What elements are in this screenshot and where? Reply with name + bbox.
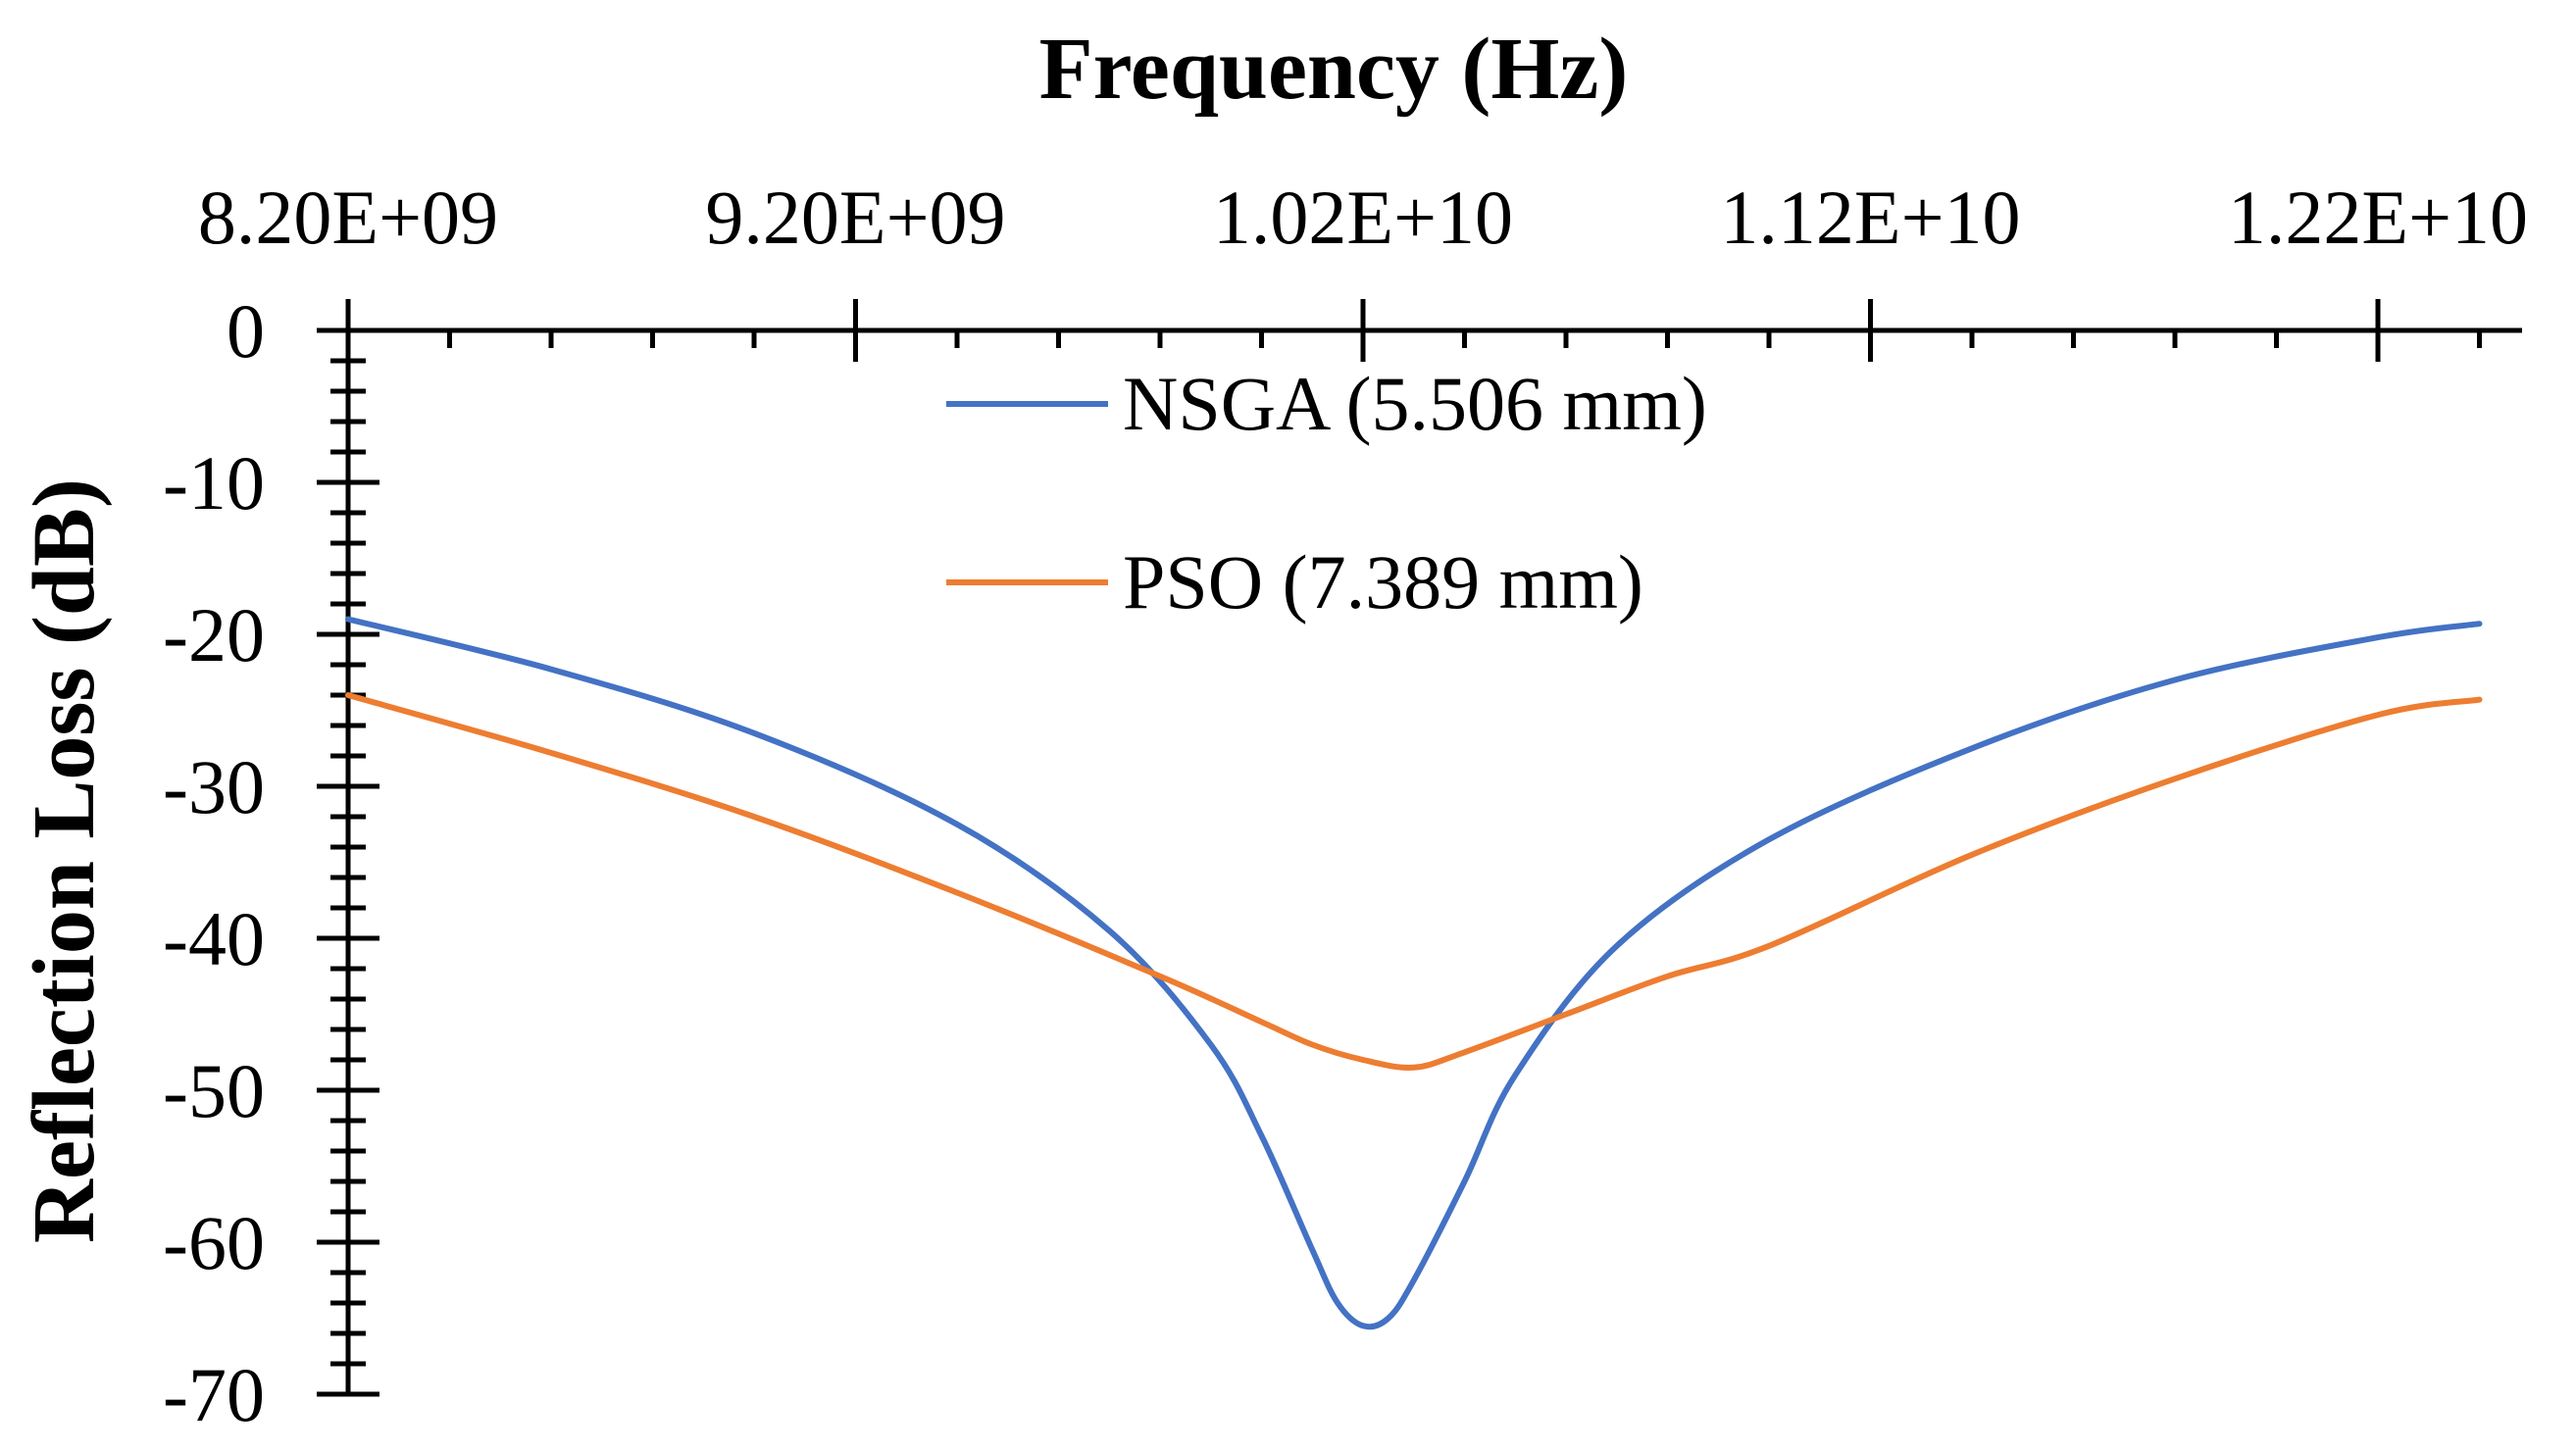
axes-layer: 8.20E+09 9.20E+09 1.02E+10 1.12E+10 1.22E+10… bbox=[163, 175, 2528, 1437]
x-tick-label: 8.20E+09 bbox=[198, 175, 498, 260]
x-tick-label: 1.12E+10 bbox=[1720, 175, 2020, 260]
legend-label: NSGA (5.506 mm) bbox=[1123, 361, 1707, 446]
x-axis-title: Frequency (Hz) bbox=[1039, 21, 1629, 118]
series-line-nsga bbox=[345, 616, 2483, 1330]
y-tick-label: -20 bbox=[163, 592, 265, 677]
y-tick-label: 0 bbox=[227, 288, 265, 374]
y-tick-label: -70 bbox=[163, 1352, 265, 1437]
legend-label: PSO (7.389 mm) bbox=[1123, 539, 1643, 625]
y-tick-label: -30 bbox=[163, 744, 265, 829]
legend: NSGA (5.506 mm) PSO (7.389 mm) bbox=[946, 361, 1707, 625]
y-tick-label: -10 bbox=[163, 440, 265, 526]
y-tick-label: -60 bbox=[163, 1200, 265, 1285]
x-tick-label: 9.20E+09 bbox=[705, 175, 1005, 260]
y-tick-label: -50 bbox=[163, 1048, 265, 1133]
x-tick-label: 1.22E+10 bbox=[2228, 175, 2528, 260]
series-line-pso bbox=[345, 692, 2483, 1071]
x-tick-label: 1.02E+10 bbox=[1213, 175, 1513, 260]
series-layer bbox=[345, 616, 2483, 1330]
y-axis-title: Reflection Loss (dB) bbox=[16, 478, 113, 1243]
y-tick-label: -40 bbox=[163, 896, 265, 981]
